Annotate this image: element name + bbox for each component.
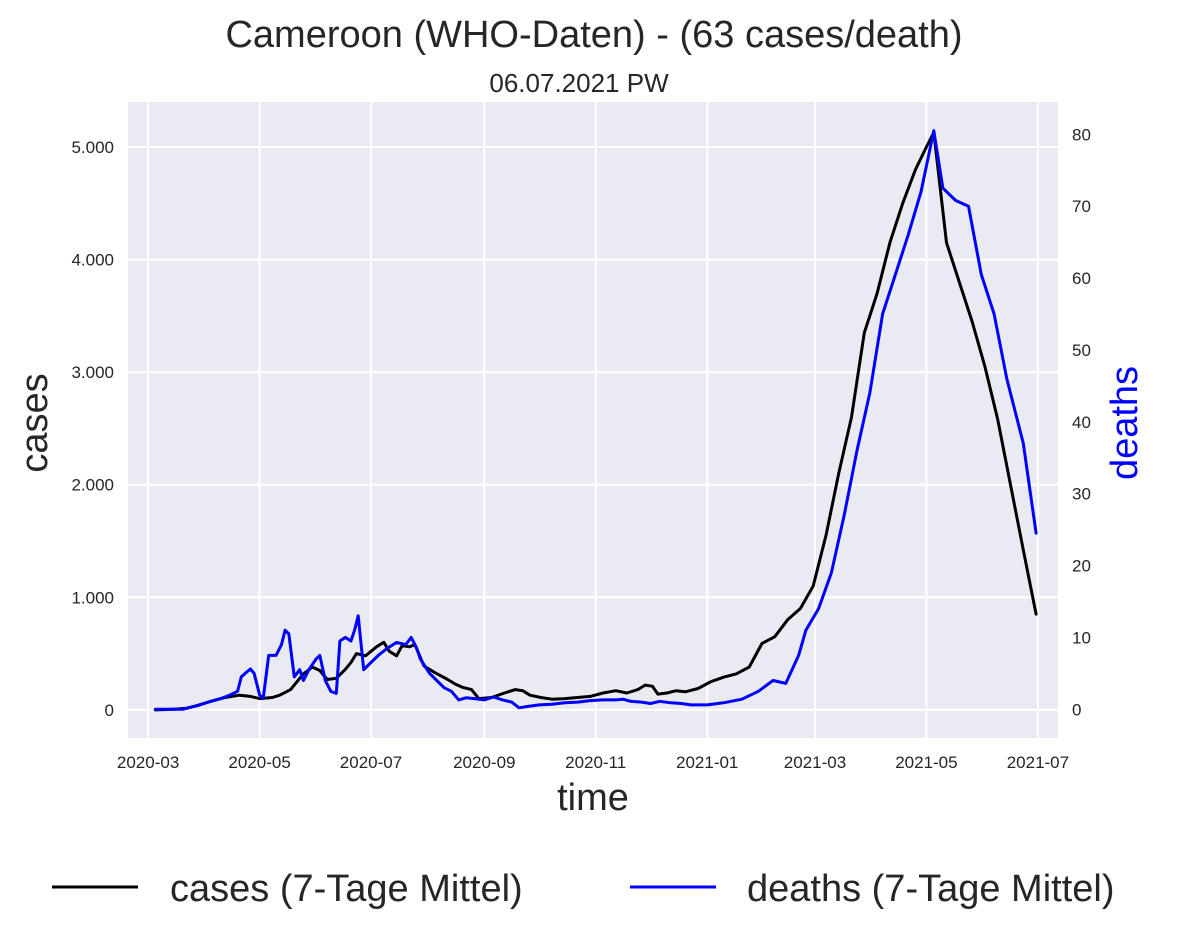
x-tick-label: 2021-05: [895, 753, 957, 772]
y-left-tick-label: 1.000: [71, 588, 114, 607]
y-right-tick-label: 40: [1072, 413, 1091, 432]
x-tick-label: 2020-05: [228, 753, 290, 772]
y-right-tick-label: 50: [1072, 341, 1091, 360]
y-right-tick-label: 60: [1072, 269, 1091, 288]
x-tick-label: 2020-09: [453, 753, 515, 772]
legend: cases (7-Tage Mittel) deaths (7-Tage Mit…: [52, 868, 1115, 910]
plot-area: [128, 102, 1058, 738]
chart-title: Cameroon (WHO-Daten) - (63 cases/death): [225, 14, 962, 56]
y-left-tick-label: 4.000: [71, 251, 114, 270]
y-right-tick-label: 80: [1072, 125, 1091, 144]
x-tick-label: 2020-07: [340, 753, 402, 772]
y-right-tick-label: 10: [1072, 628, 1091, 647]
cases-series-line: [153, 130, 1038, 712]
y-left-tick-label: 5.000: [71, 138, 114, 157]
y-left-tick-label: 2.000: [71, 476, 114, 495]
y-right-tick-label: 70: [1072, 197, 1091, 216]
legend-label-deaths: deaths (7-Tage Mittel): [747, 868, 1115, 910]
x-axis-label: time: [557, 777, 629, 819]
y-left-tick-label: 3.000: [71, 363, 114, 382]
y-right-tick-label: 0: [1072, 700, 1081, 719]
gridlines: [128, 102, 1058, 738]
x-tick-label: 2021-01: [676, 753, 738, 772]
y-left-axis-ticks: 0 1.000 2.000 3.000 4.000 5.000: [71, 138, 114, 720]
x-tick-label: 2020-11: [565, 753, 626, 772]
x-tick-label: 2021-07: [1007, 753, 1069, 772]
y-left-axis-label: cases: [14, 373, 56, 472]
y-right-tick-label: 20: [1072, 557, 1091, 576]
x-tick-label: 2021-03: [784, 753, 846, 772]
x-tick-label: 2020-03: [117, 753, 179, 772]
y-right-axis-ticks: 0 10 20 30 40 50 60 70 80: [1072, 125, 1091, 719]
y-right-tick-label: 30: [1072, 485, 1091, 504]
x-axis-ticks: 2020-03 2020-05 2020-07 2020-09 2020-11 2021-…: [117, 753, 1069, 772]
deaths-series-line: [153, 129, 1038, 711]
y-right-axis-label: deaths: [1104, 366, 1146, 480]
chart-subtitle: 06.07.2021 PW: [489, 68, 669, 98]
y-left-tick-label: 0: [105, 701, 114, 720]
series-lines: [153, 129, 1038, 712]
legend-label-cases: cases (7-Tage Mittel): [170, 868, 523, 910]
